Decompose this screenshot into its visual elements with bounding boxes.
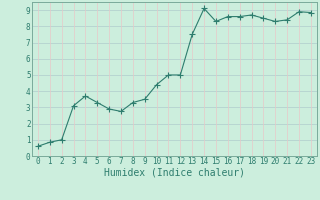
X-axis label: Humidex (Indice chaleur): Humidex (Indice chaleur) bbox=[104, 168, 245, 178]
